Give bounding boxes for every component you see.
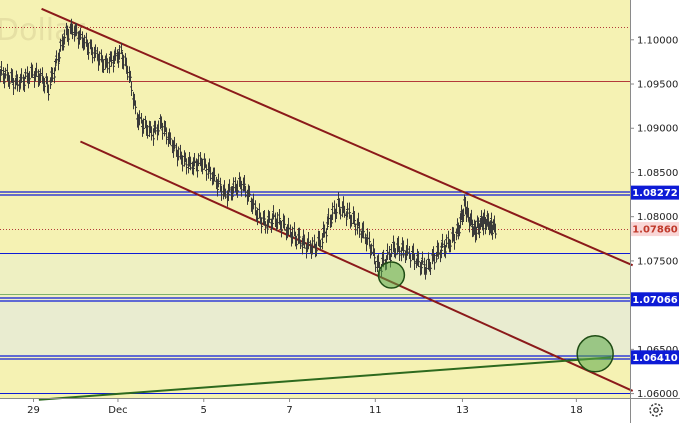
price-badge [631,350,679,365]
gear-icon-inner [653,407,659,413]
price-badge [631,292,679,307]
price-badges: 1.08272 1.07860 1.07066 1.06410 [631,185,679,365]
trend-lines [38,7,634,401]
y-tick-label: 1.10000 [637,35,678,46]
x-tick-label: 18 [570,405,583,416]
x-tick-label: Dec [108,405,127,416]
price-badge [631,185,679,200]
price-badge-label: 1.06410 [632,353,678,364]
price-badge-label: 1.07066 [632,295,678,306]
x-tick-label: 11 [369,405,382,416]
settings-gear-icon[interactable] [649,403,663,417]
horizontal-levels [0,27,630,394]
trend-line-channel-upper [41,7,634,267]
x-axis-ticks: 29 Dec 5 7 11 13 18 [27,398,583,416]
y-tick-label: 1.09500 [637,80,678,91]
gear-icon-outer [649,403,663,417]
y-tick-label: 1.06000 [637,389,678,400]
y-tick-label: 1.09000 [637,124,678,135]
x-tick-label: 29 [27,405,40,416]
zone-band [0,252,630,300]
y-tick-label: 1.08000 [637,212,678,223]
zone-band [0,299,630,358]
highlight-circles [377,261,614,373]
y-tick-label: 1.08500 [637,168,678,179]
x-tick-label: 5 [201,405,207,416]
highlight-circle [576,335,614,373]
highlight-circle [377,261,406,289]
trend-line-channel-lower [80,140,634,392]
price-badge-label: 1.08272 [632,188,678,199]
candles [0,18,497,280]
trend-line-support-rising [38,356,612,401]
price-badge-label: 1.07860 [632,225,678,236]
y-axis-ticks: 1.10000 1.09500 1.09000 1.08500 1.08000 1.075… [630,35,678,400]
y-tick-label: 1.07500 [637,256,678,267]
price-badge [631,222,679,237]
x-tick-label: 13 [456,405,469,416]
x-tick-label: 7 [286,405,292,416]
